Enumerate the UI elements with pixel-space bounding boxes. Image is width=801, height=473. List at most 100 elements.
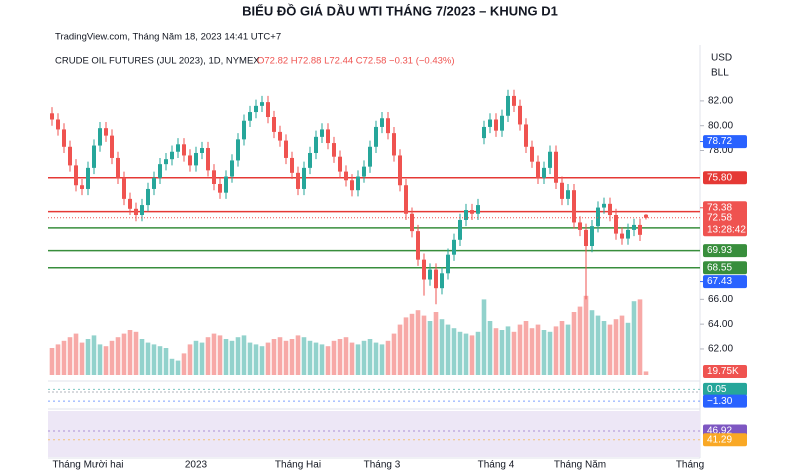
candle-body	[530, 146, 534, 162]
x-tick-label: 2023	[185, 460, 208, 471]
x-tick-label: Tháng Năm	[554, 460, 606, 471]
volume-bar	[415, 310, 421, 375]
candle-body	[74, 165, 78, 186]
volume-bar	[91, 335, 97, 375]
candle-body	[602, 203, 606, 208]
volume-bar	[49, 348, 55, 375]
candle-body	[566, 190, 570, 199]
candle-body	[638, 224, 642, 235]
candle-body	[278, 131, 282, 141]
candle-body	[134, 208, 138, 215]
volume-bar	[253, 344, 259, 375]
candle-body	[548, 151, 552, 168]
volume-bar	[337, 339, 343, 375]
macd-marker-label: −1.30	[707, 396, 733, 407]
volume-bar	[619, 315, 625, 375]
volume-bar	[271, 339, 277, 375]
y-tick-label: 62.00	[708, 344, 733, 355]
level-label-box	[703, 244, 747, 258]
candle-body	[494, 119, 498, 131]
volume-bar	[307, 340, 313, 375]
candle-body	[194, 152, 198, 166]
volume-bar	[343, 337, 349, 375]
volume-bar	[73, 333, 79, 375]
candle-body	[392, 133, 396, 156]
volume-bar	[319, 344, 325, 375]
candle-body	[356, 176, 360, 191]
candle-body	[224, 176, 228, 193]
candle-body	[458, 219, 462, 240]
candle-body	[314, 136, 318, 153]
candle-body	[146, 188, 150, 206]
volume-bar	[229, 340, 235, 375]
volume-bar	[481, 299, 487, 375]
candle-body	[500, 115, 504, 131]
volume-bar	[391, 333, 397, 375]
volume-bar	[133, 331, 139, 375]
volume-bar	[463, 333, 469, 375]
volume-bar	[595, 315, 601, 375]
candle-body	[248, 112, 252, 121]
axis-marker-label-box	[703, 135, 747, 149]
volume-bar	[217, 335, 223, 375]
chart-title: BIỂU ĐỒ GIÁ DẦU WTI THÁNG 7/2023 – KHUNG…	[242, 3, 558, 18]
candle-body	[218, 183, 222, 193]
volume-bar	[643, 371, 649, 375]
volume-bar	[373, 342, 379, 375]
candle-body	[128, 198, 132, 209]
volume-bar	[427, 321, 433, 375]
level-label: 68.55	[707, 262, 732, 273]
axis-marker-label: 78.72	[707, 136, 732, 147]
volume-bar	[223, 339, 229, 375]
candle-body	[626, 229, 630, 239]
candle-body	[332, 143, 336, 157]
candle-body	[452, 239, 456, 255]
y-tick-label: 66.00	[708, 294, 733, 305]
candle-body	[170, 151, 174, 160]
volume-bar	[583, 295, 589, 375]
candle-body	[212, 170, 216, 184]
volume-bar	[145, 342, 151, 375]
volume-bar	[163, 348, 169, 375]
candle-body	[56, 119, 60, 130]
volume-bar	[259, 346, 265, 375]
volume-bar	[607, 324, 613, 375]
candle-body	[290, 157, 294, 173]
candle-body	[590, 226, 594, 247]
volume-bar	[409, 313, 415, 375]
candle-body	[578, 222, 582, 230]
candle-body	[386, 118, 390, 134]
candle-body	[272, 117, 276, 132]
candle-body	[482, 126, 486, 139]
candle-body	[428, 269, 432, 280]
volume-bar	[247, 342, 253, 375]
rsi-marker-label: 41.29	[707, 434, 732, 445]
candle-body	[266, 102, 270, 118]
candle-body	[368, 146, 372, 167]
candle-body	[422, 259, 426, 280]
volume-bar	[361, 340, 367, 375]
candle-body	[140, 205, 144, 215]
candle-body	[188, 155, 192, 166]
volume-bar	[553, 326, 559, 375]
candle-body	[506, 95, 510, 116]
volume-bar	[115, 337, 121, 375]
candle-body	[524, 124, 528, 147]
volume-bar	[313, 342, 319, 375]
candle-body	[122, 177, 126, 199]
volume-bar	[169, 358, 175, 375]
candle-body	[80, 185, 84, 189]
level-label: 75.80	[707, 172, 732, 183]
macd-marker-label: 0.05	[707, 384, 727, 395]
volume-bar	[211, 333, 217, 375]
volume-bar	[505, 326, 511, 375]
volume-bar	[205, 337, 211, 375]
volume-bar	[199, 342, 205, 375]
volume-bar	[121, 333, 127, 375]
candle-body	[236, 139, 240, 161]
ohlc: O72.82 H72.88 L72.44 C72.58 −0.31 (−0.43…	[257, 56, 455, 67]
volume-bar	[547, 331, 553, 375]
volume-bar	[571, 312, 577, 375]
candle-body	[584, 229, 588, 247]
